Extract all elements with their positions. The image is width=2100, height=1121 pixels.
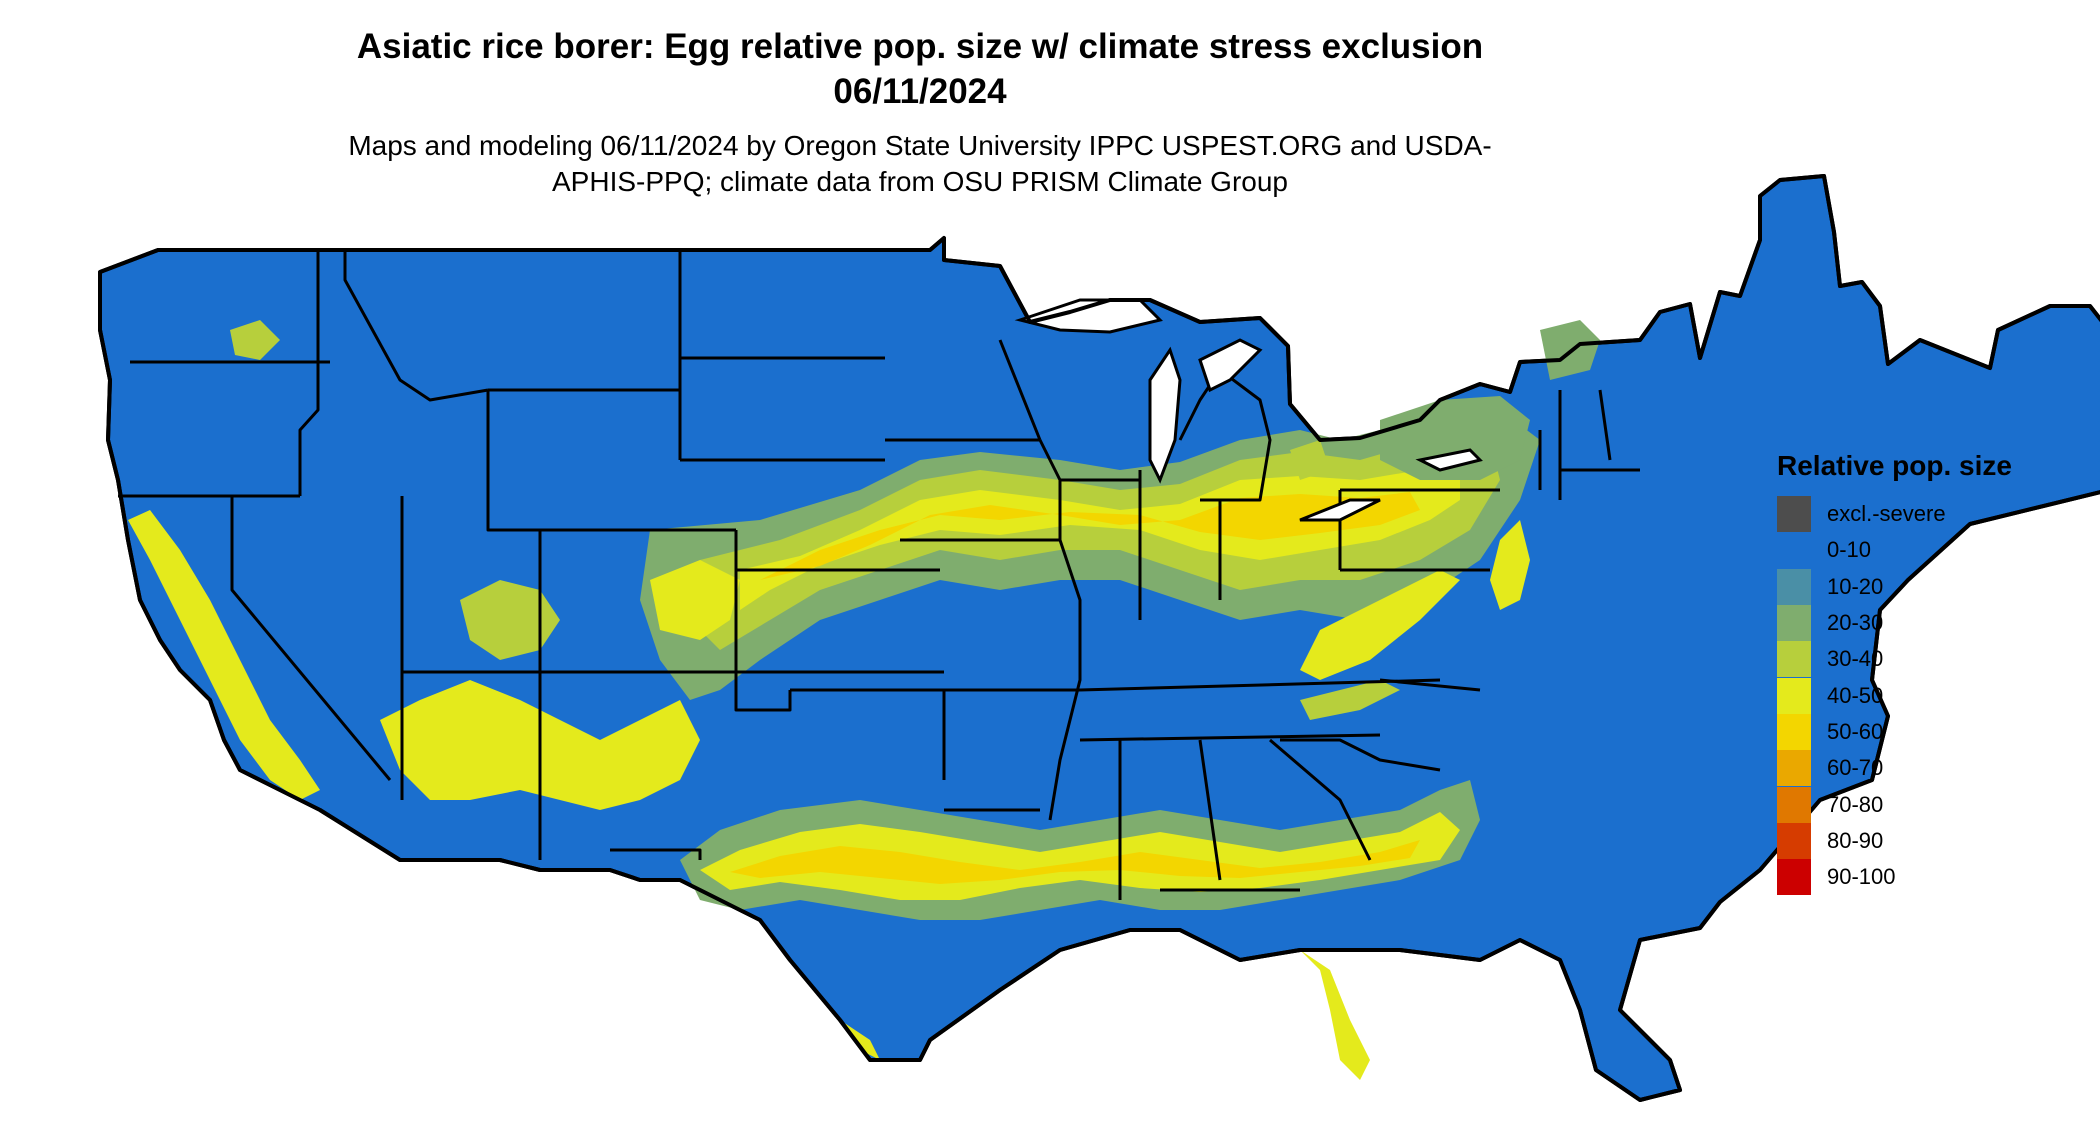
- legend-item: 50-60: [1777, 713, 2077, 750]
- legend-swatch: [1777, 750, 1811, 787]
- legend-label: 30-40: [1827, 646, 1884, 672]
- suitability-band-north: [640, 410, 1540, 700]
- legend-swatch: [1777, 605, 1811, 642]
- legend-item: excl.-severe: [1777, 496, 2077, 533]
- great-lakes: [1014, 298, 1483, 522]
- legend-items: excl.-severe 0-10 10-20 20-30 30-40 40-50 50-6…: [1777, 496, 2077, 896]
- legend-label: 20-30: [1827, 610, 1884, 636]
- legend-swatch: [1777, 677, 1811, 714]
- legend-swatch: [1777, 713, 1811, 750]
- legend-swatch: [1777, 641, 1811, 678]
- legend-swatch: [1777, 496, 1811, 533]
- legend-swatch: [1777, 532, 1811, 569]
- legend: Relative pop. size excl.-severe 0-10 10-20…: [1777, 448, 2077, 896]
- legend-item: 0-10: [1777, 532, 2077, 569]
- legend-label: 90-100: [1827, 864, 1896, 890]
- state-borders: [118, 250, 1640, 900]
- legend-item: 80-90: [1777, 822, 2077, 859]
- legend-label: 50-60: [1827, 718, 1884, 744]
- legend-item: 90-100: [1777, 859, 2077, 896]
- legend-label: excl.-severe: [1827, 501, 1946, 527]
- legend-label: 40-50: [1827, 682, 1884, 708]
- legend-label: 10-20: [1827, 573, 1884, 599]
- legend-item: 20-30: [1777, 605, 2077, 642]
- legend-item: 60-70: [1777, 750, 2077, 787]
- map-subtitle: Maps and modeling 06/11/2024 by Oregon S…: [348, 130, 1492, 197]
- legend-swatch: [1777, 822, 1811, 859]
- legend-label: 80-90: [1827, 827, 1884, 853]
- legend-title: Relative pop. size: [1777, 450, 2012, 481]
- legend-label: 0-10: [1827, 537, 1872, 563]
- legend-swatch: [1777, 859, 1811, 896]
- legend-item: 10-20: [1777, 568, 2077, 605]
- suitability-band-south: [680, 780, 1480, 920]
- legend-label: 60-70: [1827, 755, 1884, 781]
- us-outline: [98, 174, 2100, 1102]
- map-title: Asiatic rice borer: Egg relative pop. si…: [356, 27, 1484, 111]
- legend-label: 70-80: [1827, 791, 1884, 817]
- suitability-florida: [840, 950, 1370, 1080]
- legend-item: 70-80: [1777, 786, 2077, 823]
- legend-swatch: [1777, 786, 1811, 823]
- legend-item: 30-40: [1777, 641, 2077, 678]
- legend-swatch: [1777, 568, 1811, 605]
- legend-item: 40-50: [1777, 677, 2077, 714]
